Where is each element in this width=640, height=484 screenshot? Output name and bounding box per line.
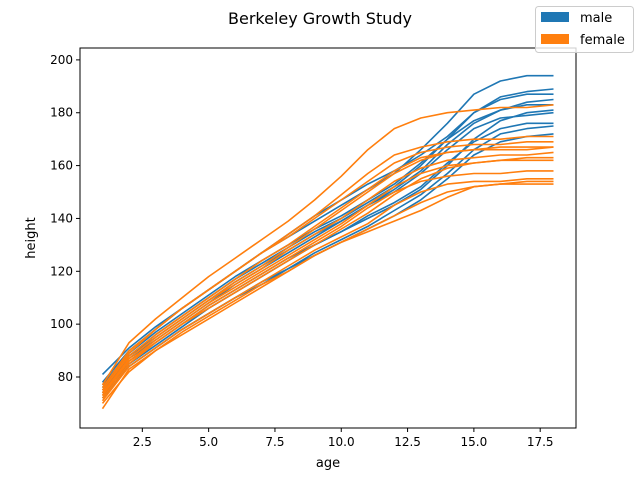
female-series-line-5 [101, 180, 554, 404]
legend-label-male: male [580, 11, 612, 26]
x-tick-label: 12.5 [394, 435, 421, 449]
x-tick-label: 15.0 [461, 435, 488, 449]
male-series-line-6 [101, 111, 554, 391]
plot-frame [79, 47, 577, 429]
legend-swatch-female [541, 34, 569, 44]
y-axis: 80 100 120 140 160 180 200 [50, 53, 80, 384]
chart-title: Berkeley Growth Study [228, 9, 412, 28]
x-tick-label: 17.5 [527, 435, 554, 449]
female-series-line-12 [101, 146, 554, 396]
male-series-line-4 [101, 125, 554, 397]
x-axis: 2.5 5.0 7.5 10.0 12.5 15.0 17.5 [133, 428, 554, 449]
female-series-line-2 [101, 156, 554, 399]
x-tick-label: 7.5 [265, 435, 284, 449]
y-tick-label: 80 [58, 370, 73, 384]
y-tick-label: 140 [50, 211, 73, 225]
female-series-line-7 [101, 178, 554, 402]
male-series-line-5 [101, 104, 554, 386]
y-tick-label: 100 [50, 317, 73, 331]
female-series-line-11 [101, 146, 554, 391]
y-tick-label: 120 [50, 264, 73, 278]
y-tick-label: 200 [50, 53, 73, 67]
female-series-line-6 [101, 170, 554, 396]
x-tick-label: 5.0 [199, 435, 218, 449]
female-series-line-1 [101, 159, 554, 394]
female-series-line-3 [101, 135, 554, 391]
series-lines [101, 74, 554, 410]
legend-swatch-male [541, 12, 569, 22]
male-series-line-9 [101, 122, 554, 394]
y-axis-label: height [24, 217, 39, 258]
x-axis-label: age [316, 456, 340, 471]
y-tick-label: 160 [50, 159, 73, 173]
legend-label-female: female [580, 33, 625, 48]
x-tick-label: 2.5 [133, 435, 152, 449]
female-series-line-10 [101, 183, 554, 410]
y-tick-label: 180 [50, 106, 73, 120]
legend: male female [535, 6, 634, 53]
male-series-line-3 [101, 109, 554, 394]
x-tick-label: 10.0 [328, 435, 355, 449]
female-series-line-4 [101, 104, 554, 386]
female-series-line-8 [101, 141, 554, 389]
